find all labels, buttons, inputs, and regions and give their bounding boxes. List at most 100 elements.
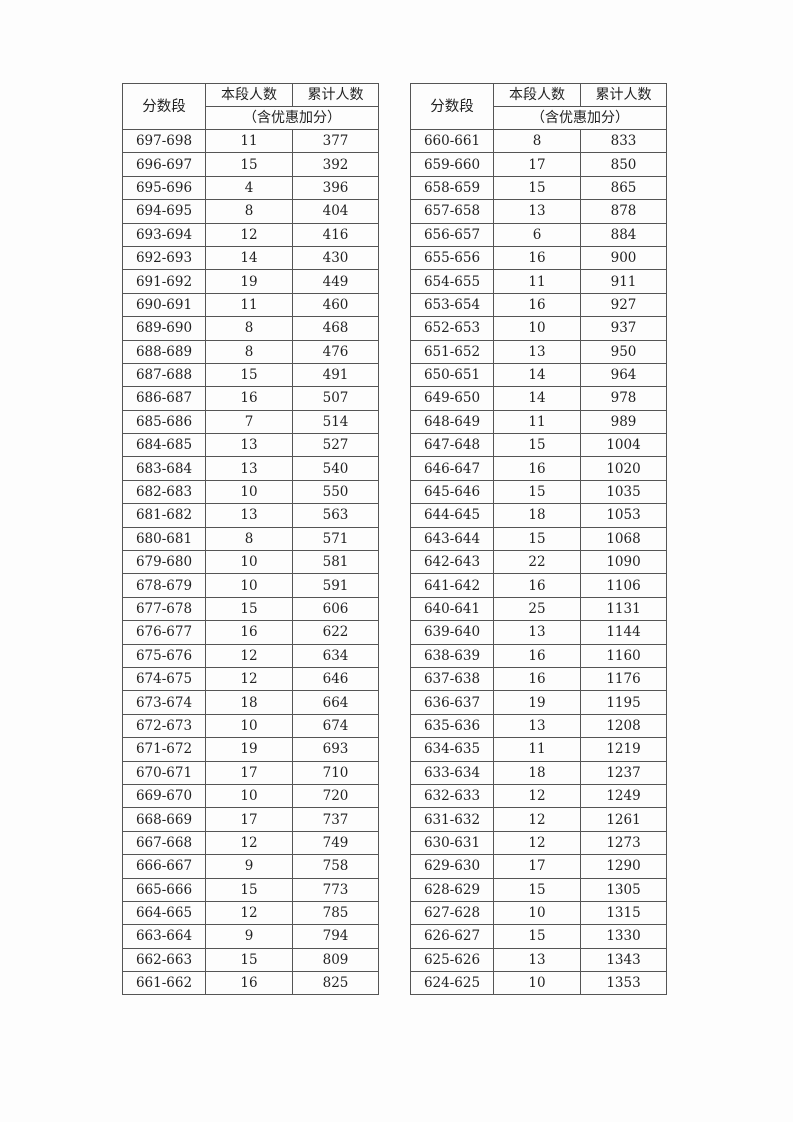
score-range-cell: 694-695 — [122, 199, 206, 224]
segment-count-cell: 16 — [205, 620, 293, 645]
score-range-cell: 691-692 — [122, 269, 206, 294]
table-row: 689-690 8 468 — [122, 316, 379, 341]
table-row: 676-677 16 622 — [122, 620, 379, 645]
table-row: 672-673 10 674 — [122, 713, 379, 739]
table-row: 630-631 12 1273 — [410, 830, 667, 856]
cumulative-count-cell: 710 — [292, 760, 379, 785]
table-row: 673-674 18 664 — [122, 690, 379, 715]
segment-count-cell: 10 — [205, 550, 293, 575]
score-range-cell: 667-668 — [122, 830, 206, 856]
segment-count-cell: 15 — [493, 526, 581, 552]
segment-count-cell: 15 — [493, 479, 581, 505]
score-range-cell: 673-674 — [122, 690, 206, 715]
table-row: 647-648 15 1004 — [410, 433, 667, 458]
score-range-cell: 664-665 — [122, 900, 206, 926]
cumulative-count-cell: 550 — [292, 479, 379, 505]
cumulative-count-cell: 1315 — [580, 900, 667, 926]
segment-count-cell: 12 — [493, 783, 581, 809]
table-row: 667-668 12 749 — [122, 830, 379, 856]
score-range-cell: 635-636 — [410, 713, 494, 739]
count-header: 本段人数 — [493, 83, 581, 107]
table-row: 663-664 9 794 — [122, 924, 379, 949]
score-range-cell: 624-625 — [410, 971, 494, 996]
cumulative-count-cell: 1131 — [580, 596, 667, 622]
table-row: 632-633 12 1249 — [410, 783, 667, 809]
segment-count-cell: 16 — [205, 386, 293, 411]
score-range-cell: 639-640 — [410, 620, 494, 645]
cumulative-count-cell: 720 — [292, 783, 379, 809]
table-row: 697-698 11 377 — [122, 128, 379, 154]
score-range-cell: 629-630 — [410, 854, 494, 879]
table-row: 633-634 18 1237 — [410, 760, 667, 785]
cumulative-count-cell: 1343 — [580, 947, 667, 973]
cumulative-count-cell: 571 — [292, 526, 379, 552]
score-range-cell: 642-643 — [410, 550, 494, 575]
table-row: 627-628 10 1315 — [410, 900, 667, 926]
table-row: 640-641 25 1131 — [410, 596, 667, 622]
cumulative-count-cell: 606 — [292, 596, 379, 622]
table-row: 665-666 15 773 — [122, 877, 379, 902]
score-range-cell: 640-641 — [410, 596, 494, 622]
segment-count-cell: 19 — [205, 737, 293, 762]
table-row: 686-687 16 507 — [122, 386, 379, 411]
table-row: 658-659 15 865 — [410, 175, 667, 201]
table-row: 687-688 15 491 — [122, 362, 379, 388]
segment-count-cell: 15 — [493, 175, 581, 201]
cumulative-count-cell: 377 — [292, 128, 379, 154]
table-row: 659-660 17 850 — [410, 152, 667, 177]
cumulative-count-cell: 737 — [292, 807, 379, 832]
table-row: 637-638 16 1176 — [410, 666, 667, 692]
score-range-cell: 681-682 — [122, 503, 206, 528]
score-range-cell: 684-685 — [122, 433, 206, 458]
score-range-cell: 695-696 — [122, 175, 206, 201]
cumulative-count-cell: 1144 — [580, 620, 667, 645]
segment-count-cell: 16 — [493, 245, 581, 271]
cumulative-count-cell: 911 — [580, 269, 667, 294]
note-header: （含优惠加分） — [205, 106, 379, 130]
table-row: 649-650 14 978 — [410, 386, 667, 411]
score-range-cell: 675-676 — [122, 643, 206, 668]
cumulative-count-cell: 1035 — [580, 479, 667, 505]
cumulative-count-cell: 693 — [292, 737, 379, 762]
segment-count-cell: 11 — [205, 128, 293, 154]
segment-count-cell: 19 — [205, 269, 293, 294]
score-range-cell: 655-656 — [410, 245, 494, 271]
cumulative-count-cell: 1020 — [580, 456, 667, 481]
table-row: 678-679 10 591 — [122, 573, 379, 598]
segment-count-cell: 8 — [205, 339, 293, 364]
segment-count-cell: 19 — [493, 690, 581, 715]
header-note-row: （含优惠加分） — [123, 106, 379, 130]
cumulative-count-cell: 1249 — [580, 783, 667, 809]
table-row: 694-695 8 404 — [122, 199, 379, 224]
segment-count-cell: 12 — [493, 807, 581, 832]
cumulative-count-cell: 449 — [292, 269, 379, 294]
segment-count-cell: 15 — [493, 877, 581, 902]
score-range-cell: 670-671 — [122, 760, 206, 785]
cumulative-count-cell: 950 — [580, 339, 667, 364]
segment-count-cell: 11 — [493, 409, 581, 435]
segment-count-cell: 12 — [205, 830, 293, 856]
score-range-cell: 666-667 — [122, 854, 206, 879]
segment-count-cell: 12 — [493, 830, 581, 856]
cumulative-count-cell: 1004 — [580, 433, 667, 458]
cumulative-count-cell: 1330 — [580, 924, 667, 949]
cumulative-count-cell: 468 — [292, 316, 379, 341]
score-range-cell: 658-659 — [410, 175, 494, 201]
segment-count-cell: 14 — [493, 362, 581, 388]
table-row: 624-625 10 1353 — [410, 971, 667, 996]
table-row: 691-692 19 449 — [122, 269, 379, 294]
table-row: 679-680 10 581 — [122, 550, 379, 575]
segment-count-cell: 17 — [493, 854, 581, 879]
score-range-cell: 637-638 — [410, 666, 494, 692]
cumulative-count-cell: 773 — [292, 877, 379, 902]
table-row: 655-656 16 900 — [410, 245, 667, 271]
segment-count-cell: 13 — [205, 433, 293, 458]
segment-count-cell: 13 — [205, 503, 293, 528]
segment-count-cell: 10 — [493, 971, 581, 996]
cumulative-count-cell: 900 — [580, 245, 667, 271]
score-range-cell: 656-657 — [410, 222, 494, 247]
segment-count-cell: 16 — [493, 292, 581, 318]
segment-count-cell: 11 — [493, 737, 581, 762]
cumulative-count-cell: 622 — [292, 620, 379, 645]
table-row: 638-639 16 1160 — [410, 643, 667, 668]
